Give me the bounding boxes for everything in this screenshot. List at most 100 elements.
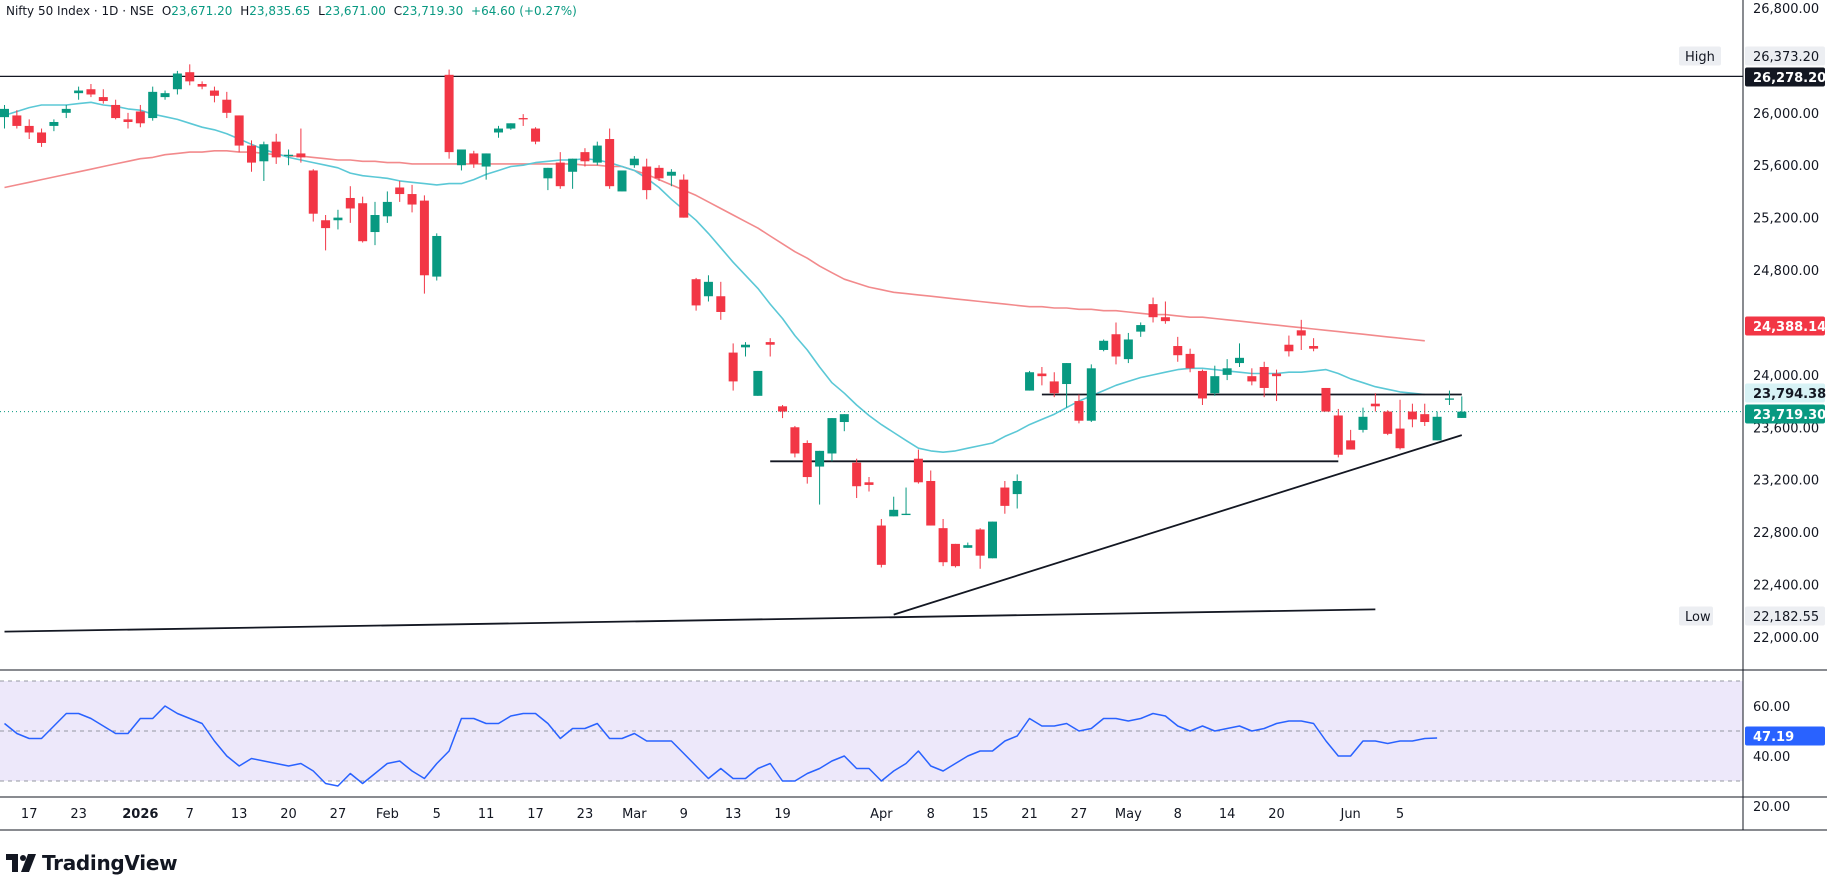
- time-axis[interactable]: 17 23 2026 7 13 20 27 Feb 5 11 17 23 Mar 9 13 19 Apr 8 15 2…: [21, 807, 1404, 822]
- time-tick-label: 14: [1219, 807, 1236, 822]
- candles: [0, 64, 1467, 569]
- candle-body: [1407, 411, 1417, 420]
- candle-body: [1012, 480, 1022, 495]
- candle-body: [1185, 353, 1195, 369]
- candle-body: [12, 115, 22, 126]
- candle-body: [679, 179, 689, 218]
- moving-average-lines: [4, 101, 1425, 454]
- price-tick-label: 25,200.00: [1753, 212, 1819, 227]
- time-tick-label: 8: [1174, 807, 1182, 822]
- candle-body: [469, 153, 479, 164]
- candle-body: [98, 97, 108, 102]
- time-tick-label: 8: [927, 807, 935, 822]
- candle-body: [1309, 346, 1319, 349]
- candle-body: [24, 125, 34, 133]
- candle-body: [1111, 334, 1121, 357]
- candle-body: [1235, 357, 1244, 364]
- price-tick-label: 24,000.00: [1753, 369, 1819, 384]
- symbol-title[interactable]: Nifty 50 Index · 1D · NSE: [6, 4, 155, 18]
- candle-body: [197, 83, 207, 87]
- low-label: L: [318, 4, 325, 18]
- sma-fast-price: 23,794.38: [1753, 387, 1826, 402]
- candle-body: [444, 74, 454, 153]
- price-tick-label: 25,600.00: [1753, 159, 1819, 174]
- candle-body: [74, 90, 84, 94]
- candle-body: [531, 128, 541, 142]
- candle-body: [333, 217, 343, 221]
- rsi-last-value-bg: [1745, 726, 1825, 746]
- symbol-header: Nifty 50 Index · 1D · NSE O23,671.20 H23…: [6, 4, 577, 18]
- candle-body: [963, 545, 973, 548]
- candle-body: [901, 513, 911, 516]
- low-value: 23,671.00: [324, 4, 386, 18]
- candle-body: [1160, 317, 1170, 322]
- candle-body: [778, 406, 788, 412]
- time-tick-label: 7: [186, 807, 194, 822]
- candle-body: [49, 121, 59, 126]
- chart-frame: [0, 0, 1827, 831]
- candle-body: [568, 158, 578, 172]
- time-tick-label: Feb: [376, 807, 399, 822]
- candle-body: [876, 525, 886, 565]
- price-tick-label: 26,800.00: [1753, 2, 1819, 17]
- candle-body: [691, 279, 701, 306]
- candle-body: [1284, 344, 1294, 352]
- candle-body: [988, 521, 997, 559]
- candle-body: [728, 352, 738, 382]
- candle-body: [741, 344, 750, 348]
- candle-body: [1197, 370, 1207, 399]
- candle-body: [1062, 363, 1072, 385]
- time-tick-label: 5: [1396, 807, 1404, 822]
- drawn-lines: [0, 75, 1743, 633]
- candle-body: [135, 111, 145, 124]
- candle-body: [284, 154, 294, 157]
- candle-body: [555, 162, 565, 187]
- candle-body: [1420, 414, 1430, 423]
- candle-body: [592, 145, 602, 163]
- candle-body: [938, 528, 948, 563]
- candle-body: [765, 342, 775, 345]
- candle-body: [185, 72, 195, 82]
- brand-name: TradingView: [42, 851, 178, 875]
- candle-body: [259, 144, 269, 162]
- candle-body: [580, 152, 590, 162]
- candle-body: [172, 73, 182, 90]
- candle-body: [1346, 440, 1356, 450]
- candle-body: [1210, 376, 1220, 394]
- horizontal-line-price-bg: [1745, 67, 1825, 87]
- time-tick-label: 20: [1268, 807, 1285, 822]
- candle-body: [222, 99, 232, 113]
- time-tick-label: 2026: [122, 807, 158, 822]
- candle-body: [481, 153, 491, 167]
- time-tick-label: 11: [478, 807, 495, 822]
- candle-body: [395, 187, 405, 195]
- candle-body: [296, 153, 306, 158]
- candle-body: [1037, 373, 1047, 377]
- candle-body: [1173, 346, 1183, 356]
- sma-slow-price: 24,388.14: [1753, 320, 1826, 335]
- time-tick-label: 17: [21, 807, 38, 822]
- candle-body: [605, 139, 615, 187]
- candle-body: [358, 203, 368, 242]
- candle-body: [1370, 403, 1380, 407]
- candle-body: [0, 108, 9, 118]
- candle-body: [802, 442, 812, 478]
- candle-body: [456, 149, 466, 166]
- candle-body: [382, 201, 392, 217]
- candle-body: [1136, 325, 1146, 332]
- high-value: 26,373.20: [1753, 50, 1819, 65]
- candle-body: [1247, 376, 1257, 382]
- sma-fast-price-bg: [1745, 383, 1825, 403]
- candle-body: [345, 197, 355, 209]
- tradingview-brand[interactable]: TradingView: [4, 851, 178, 875]
- high-label: High: [1685, 50, 1715, 65]
- low-label: Low: [1685, 610, 1711, 625]
- high-value-bg: [1745, 46, 1825, 66]
- time-tick-label: 27: [330, 807, 347, 822]
- sma-slow-line: [4, 150, 1425, 342]
- candle-body: [703, 281, 713, 297]
- candle-body: [1333, 415, 1343, 455]
- high-label-bg: [1679, 46, 1721, 66]
- candle-body: [1086, 368, 1096, 421]
